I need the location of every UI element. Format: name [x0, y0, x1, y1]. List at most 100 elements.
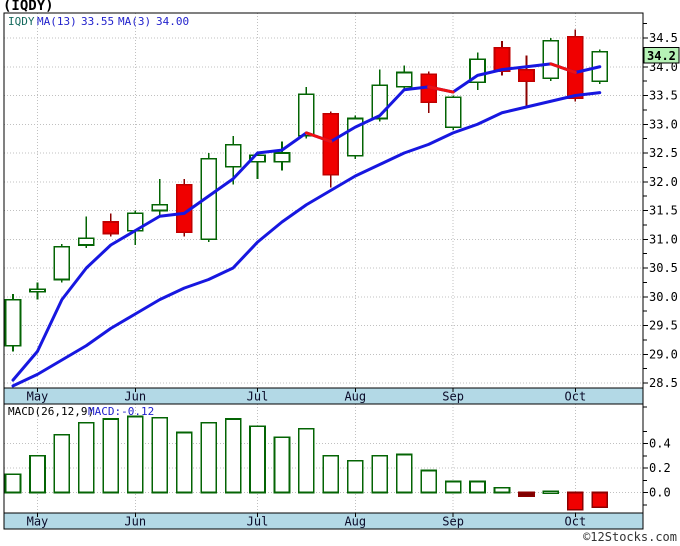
macd-axis-label: 0.2	[649, 461, 671, 475]
last-price-tag-value: 34.2	[647, 49, 676, 63]
month-label: Jul	[247, 515, 269, 529]
candle	[420, 71, 437, 113]
price-axis-label: 28.5	[649, 376, 678, 390]
legend-ma13-value: 33.55	[81, 15, 114, 28]
macd-bar	[29, 454, 46, 494]
candle	[175, 178, 193, 237]
macd-bar	[53, 434, 71, 494]
candle	[151, 178, 168, 216]
macd-bar	[591, 491, 609, 508]
last-price-tag-box	[643, 47, 680, 64]
month-label: Aug	[344, 390, 366, 404]
month-label: Jun	[124, 390, 146, 404]
candle	[518, 55, 535, 107]
month-label: Oct	[565, 390, 587, 404]
candle	[29, 282, 46, 300]
macd-bar	[175, 431, 193, 494]
macd-bar	[493, 486, 511, 494]
price-axis-label: 32.5	[649, 146, 678, 160]
main-panel-frame	[3, 12, 644, 389]
ma3-down-segment	[427, 85, 455, 94]
legend-symbol: IQDY	[8, 15, 35, 28]
macd-bar	[298, 427, 315, 494]
month-label: May	[27, 390, 49, 404]
macd-axis-label: 0.4	[649, 437, 671, 451]
macd-bar	[151, 416, 168, 494]
chart-plot-area: May Jun Jul Aug Sep Oct May Jun Jul Aug Sep Oct 34.5…	[3, 12, 678, 530]
macd-bar	[322, 454, 340, 494]
candle	[469, 52, 486, 90]
macd-bar	[273, 436, 291, 494]
ma3-down-segment	[304, 131, 333, 143]
ma3-down-segment	[549, 62, 577, 74]
month-label: Jun	[124, 515, 146, 529]
candle	[493, 40, 511, 76]
ma13-line	[11, 91, 602, 388]
price-axis-label: 32.0	[649, 175, 678, 189]
legend-ma13-label: MA(13)	[37, 15, 77, 28]
macd-bar	[126, 415, 144, 494]
candle	[395, 65, 413, 90]
month-band	[3, 387, 644, 405]
month-band	[3, 512, 644, 530]
month-label: Jul	[247, 390, 269, 404]
candle	[126, 210, 144, 245]
candle	[78, 216, 95, 248]
candle	[4, 293, 22, 352]
price-axis-label: 33.0	[649, 117, 678, 131]
candle	[249, 151, 266, 179]
macd-bar	[249, 425, 266, 494]
price-axis-label: 30.5	[649, 261, 678, 275]
macd-axis-label: 0.0	[649, 486, 671, 500]
candle	[273, 141, 291, 171]
macd-legend-value: MACD:-0.12	[88, 405, 154, 418]
gridlines	[4, 13, 643, 513]
candle	[298, 86, 315, 139]
price-axis-label: 33.5	[649, 89, 678, 103]
macd-bar	[518, 491, 535, 497]
macd-bar	[4, 473, 22, 494]
candle	[322, 111, 340, 188]
macd-panel-frame	[3, 403, 644, 514]
macd-legend-label: MACD(26,12,9)	[8, 405, 94, 418]
legend-ma3-value: 34.00	[156, 15, 189, 28]
macd-bar	[567, 491, 584, 511]
candle	[224, 135, 242, 185]
price-axis-label: 29.0	[649, 347, 678, 361]
candle	[102, 213, 120, 237]
macd-bar	[420, 469, 437, 494]
macd-bar	[444, 480, 462, 494]
price-axis-label: 31.5	[649, 204, 678, 218]
macd-bar	[469, 480, 486, 494]
price-axis-label: 31.0	[649, 232, 678, 246]
candle	[53, 243, 71, 283]
footer-credit: ©12Stocks.com	[583, 530, 677, 544]
candle	[567, 29, 584, 102]
month-label: May	[27, 515, 49, 529]
month-label: Sep	[442, 515, 464, 529]
price-axis-label: 30.0	[649, 290, 678, 304]
macd-bar	[224, 418, 242, 494]
macd-bar	[371, 454, 389, 494]
legend-ma3-label: MA(3)	[118, 15, 151, 28]
page-title: (IQDY)	[3, 0, 54, 14]
panel-frames	[3, 12, 644, 514]
candle	[542, 38, 560, 82]
macd-bar	[200, 421, 217, 494]
month-label: Sep	[442, 390, 464, 404]
last-price-tag: 34.2	[643, 47, 680, 64]
macd-bar	[102, 418, 120, 494]
macd-bar	[346, 459, 364, 494]
candle	[346, 115, 364, 159]
month-label: Aug	[344, 515, 366, 529]
macd-bar	[395, 453, 413, 494]
macd-bar	[78, 421, 95, 494]
macd-bar	[542, 490, 560, 494]
month-label: Oct	[565, 515, 587, 529]
price-axis-label: 29.5	[649, 319, 678, 333]
price-axis-label: 34.5	[649, 31, 678, 45]
series	[4, 29, 609, 511]
candle	[444, 95, 462, 130]
